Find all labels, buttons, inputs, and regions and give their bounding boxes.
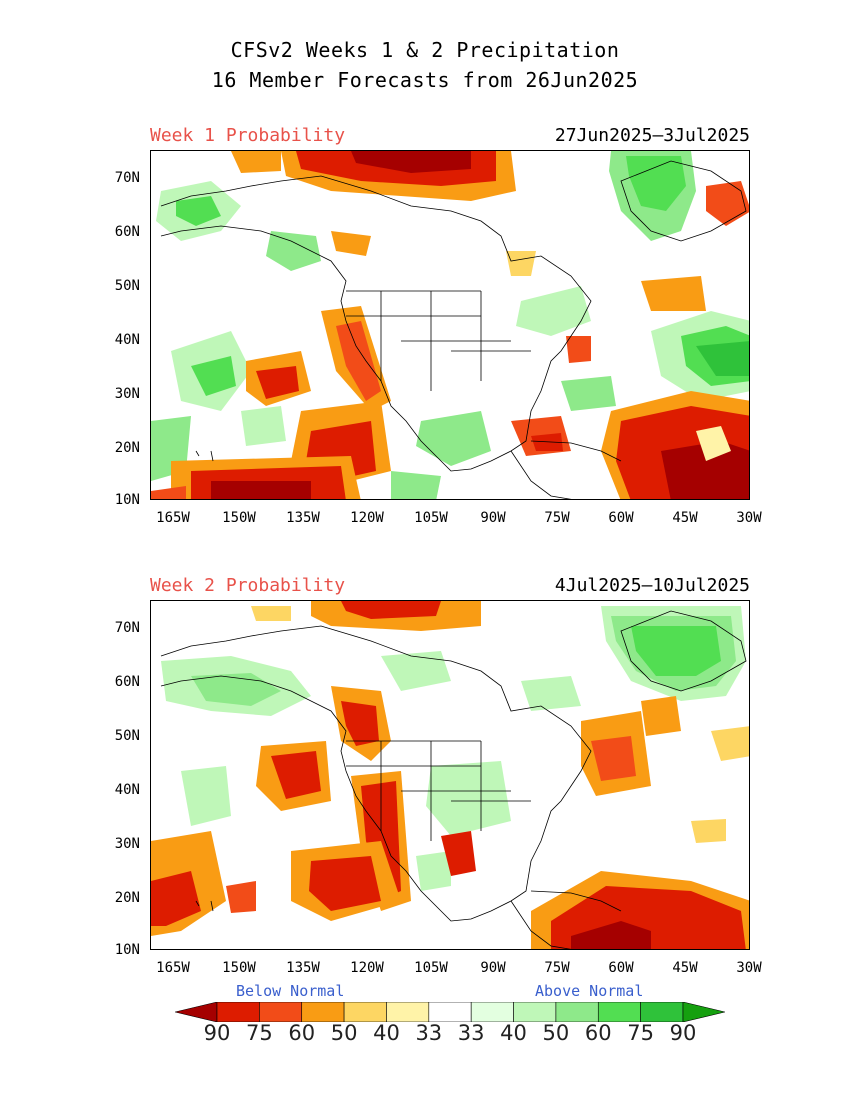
legend-above-normal-label: Above Normal — [535, 982, 644, 1000]
legend-swatch-8 — [513, 1002, 557, 1022]
lat-label-40n: 40N — [114, 332, 140, 348]
legend-value-10: 75 — [627, 1021, 654, 1045]
lat-label-30n: 30N — [114, 386, 140, 402]
legend-swatch-1 — [216, 1002, 260, 1022]
lon-label-135w: 135W — [286, 510, 320, 526]
week1-label: Week 1 Probability — [150, 125, 346, 146]
lon-label-105w: 105W — [414, 960, 448, 976]
legend-swatch-9 — [555, 1002, 599, 1022]
lat-label-10n: 10N — [114, 942, 140, 958]
lon-label-135w: 135W — [286, 960, 320, 976]
week2-below-normal-areas — [151, 601, 749, 949]
week2-above-normal-areas — [161, 606, 746, 891]
lon-label-45w: 45W — [672, 960, 698, 976]
legend-color-bar — [175, 1002, 725, 1022]
week2-map[interactable] — [150, 600, 750, 950]
legend-value-0: 90 — [203, 1021, 231, 1045]
lat-label-10n: 10N — [114, 492, 140, 508]
lon-label-75w: 75W — [544, 960, 570, 976]
lat-label-50n: 50N — [114, 728, 140, 744]
legend-swatch-7 — [470, 1002, 514, 1022]
week1-coastlines — [160, 160, 747, 499]
legend-value-9: 60 — [584, 1021, 612, 1045]
week2-label: Week 2 Probability — [150, 575, 346, 596]
legend-swatch-3 — [301, 1002, 345, 1022]
legend-swatch-6 — [428, 1002, 472, 1022]
legend-swatch-11 — [640, 1002, 684, 1022]
legend-swatch-12 — [682, 1002, 725, 1022]
lon-label-75w: 75W — [544, 510, 570, 526]
lon-label-120w: 120W — [350, 960, 384, 976]
lon-label-45w: 45W — [672, 510, 698, 526]
legend-value-1: 75 — [245, 1021, 273, 1045]
week2-dates: 4Jul2025–10Jul2025 — [554, 575, 750, 596]
lat-label-20n: 20N — [114, 890, 140, 906]
legend-value-8: 50 — [542, 1021, 570, 1045]
lat-label-60n: 60N — [114, 674, 140, 690]
week1-below-normal-areas — [151, 151, 749, 499]
lat-label-20n: 20N — [114, 440, 140, 456]
lon-label-165w: 165W — [156, 510, 190, 526]
lon-label-120w: 120W — [350, 510, 384, 526]
lat-label-60n: 60N — [114, 224, 140, 240]
legend-value-labels: 90 75 60 50 40 33 33 40 50 60 75 90 — [185, 1021, 715, 1047]
lon-label-105w: 105W — [414, 510, 448, 526]
lon-label-30w: 30W — [736, 960, 762, 976]
title-line-2: 16 Member Forecasts from 26Jun2025 — [211, 68, 639, 92]
legend-swatch-5 — [386, 1002, 430, 1022]
legend-swatch-2 — [259, 1002, 303, 1022]
lon-label-150w: 150W — [222, 510, 256, 526]
legend-value-3: 50 — [330, 1021, 358, 1045]
lon-label-165w: 165W — [156, 960, 190, 976]
lon-label-90w: 90W — [480, 960, 506, 976]
legend-value-4: 40 — [373, 1021, 400, 1045]
legend-value-2: 60 — [288, 1021, 316, 1045]
lon-label-90w: 90W — [480, 510, 506, 526]
legend-swatch-0 — [175, 1002, 218, 1022]
lat-label-50n: 50N — [114, 278, 140, 294]
legend-value-6: 33 — [457, 1021, 485, 1045]
legend-value-7: 40 — [500, 1021, 527, 1045]
legend-value-5: 33 — [415, 1021, 443, 1045]
legend-below-normal-label: Below Normal — [236, 982, 345, 1000]
title-line-1: CFSv2 Weeks 1 & 2 Precipitation — [230, 38, 620, 62]
legend-value-11: 90 — [669, 1021, 697, 1045]
lon-label-60w: 60W — [608, 960, 634, 976]
lon-label-150w: 150W — [222, 960, 256, 976]
lat-label-70n: 70N — [114, 170, 140, 186]
lat-label-70n: 70N — [114, 620, 140, 636]
lat-label-40n: 40N — [114, 782, 140, 798]
lon-label-30w: 30W — [736, 510, 762, 526]
lat-label-30n: 30N — [114, 836, 140, 852]
lon-label-60w: 60W — [608, 510, 634, 526]
week1-map[interactable] — [150, 150, 750, 500]
week1-dates: 27Jun2025–3Jul2025 — [554, 125, 750, 146]
legend-swatch-4 — [343, 1002, 387, 1022]
week2-coastlines — [160, 610, 747, 949]
legend-swatch-10 — [597, 1002, 641, 1022]
